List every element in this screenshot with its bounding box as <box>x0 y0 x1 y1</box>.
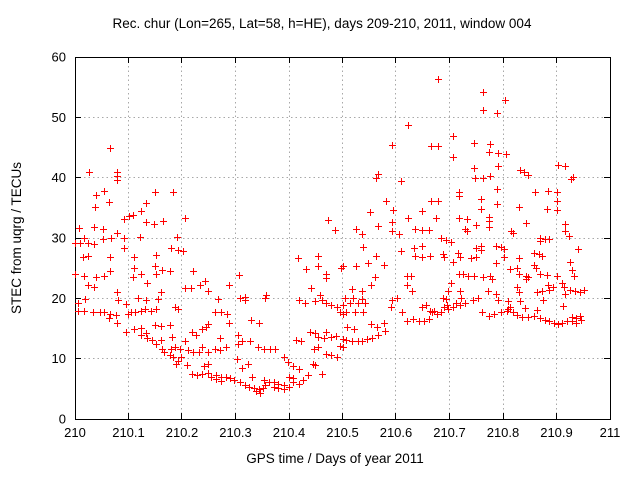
x-tick-label: 210.8 <box>487 425 520 440</box>
x-tick-label: 210.2 <box>166 425 199 440</box>
x-tick-label: 210.9 <box>540 425 573 440</box>
y-axis-label: STEC from uqrg / TECUs <box>9 162 24 314</box>
x-tick-label: 210.3 <box>219 425 252 440</box>
x-tick-label: 210.7 <box>433 425 466 440</box>
plot-frame <box>75 57 611 420</box>
y-tick-label: 0 <box>59 412 66 427</box>
tick-labels: 210 210.1 210.2 210.3 210.4 210.5 210.6 210.7 21… <box>52 50 621 441</box>
x-tick-label: 210.5 <box>326 425 359 440</box>
y-tick-label: 10 <box>52 351 66 366</box>
x-tick-label: 210 <box>64 425 86 440</box>
y-tick-label: 50 <box>52 110 66 125</box>
grid-lines <box>75 57 610 419</box>
x-tick-label: 210.4 <box>273 425 306 440</box>
x-tick-label: 210.1 <box>112 425 145 440</box>
scatter-points <box>72 76 588 397</box>
y-tick-label: 20 <box>52 291 66 306</box>
x-tick-label: 210.6 <box>380 425 413 440</box>
y-tick-label: 60 <box>52 50 66 65</box>
y-tick-label: 40 <box>52 170 66 185</box>
y-tick-label: 30 <box>52 231 66 246</box>
chart-title: Rec. chur (Lon=265, Lat=58, h=HE), days … <box>113 16 532 31</box>
x-axis-label: GPS time / Days of year 2011 <box>246 451 424 466</box>
x-tick-label: 211 <box>600 425 621 440</box>
